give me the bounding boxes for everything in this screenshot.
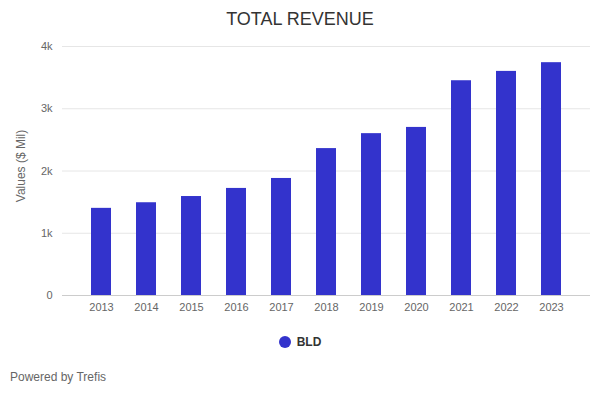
svg-text:1k: 1k [41, 227, 53, 239]
svg-text:2015: 2015 [179, 301, 203, 313]
svg-text:0: 0 [46, 289, 52, 301]
svg-text:2023: 2023 [539, 301, 563, 313]
svg-text:3k: 3k [41, 102, 53, 114]
html-text:Values ($ Mil): Values ($ Mil) [14, 129, 28, 203]
svg-text:2017: 2017 [269, 301, 293, 313]
svg-text:2013: 2013 [89, 301, 113, 313]
svg-text:2021: 2021 [449, 301, 473, 313]
svg-text:2020: 2020 [404, 301, 428, 313]
svg-text:2016: 2016 [224, 301, 248, 313]
html-text:Powered by Trefis: Powered by Trefis [10, 370, 106, 384]
html-text:TOTAL REVENUE: TOTAL REVENUE [226, 9, 374, 29]
svg-text:2018: 2018 [314, 301, 338, 313]
svg-text:4k: 4k [41, 40, 53, 52]
svg-text:2019: 2019 [359, 301, 383, 313]
svg-text:2k: 2k [41, 165, 53, 177]
svg-text:2014: 2014 [134, 301, 158, 313]
html-text:BLD: BLD [296, 335, 322, 349]
svg-text:2022: 2022 [494, 301, 518, 313]
